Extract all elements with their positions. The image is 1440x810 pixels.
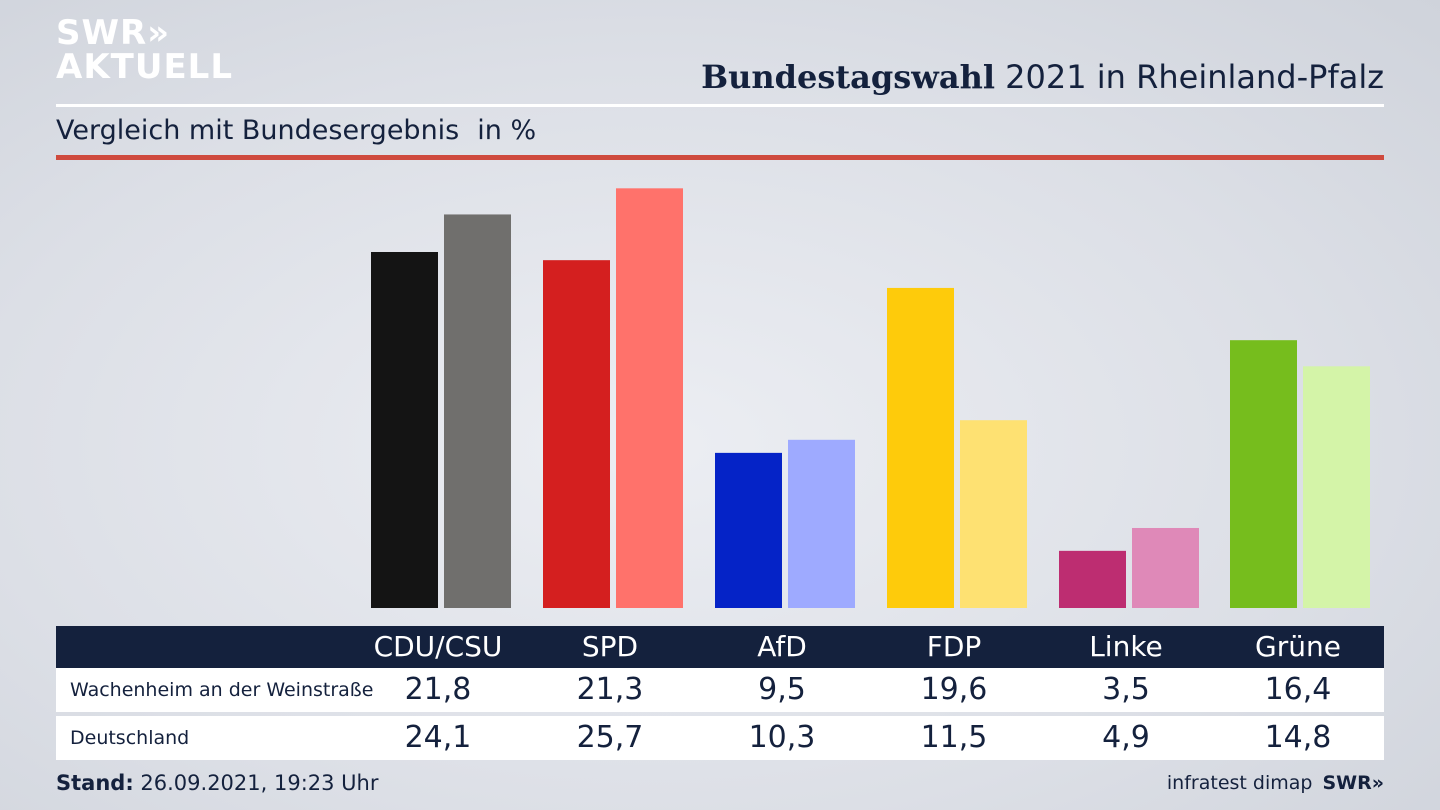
table-cell-value: 10,3	[748, 720, 816, 755]
row-label: Wachenheim an der Weinstraße	[70, 679, 374, 701]
column-header: CDU/CSU	[373, 630, 503, 663]
logo-line-1: SWR»	[56, 13, 171, 53]
timestamp-value: 26.09.2021, 19:23 Uhr	[133, 771, 379, 795]
table-header: CDU/CSU SPD AfD FDP Linke Grüne	[56, 626, 1384, 668]
logo-line-2: AKTUELL	[56, 47, 234, 87]
column-header: FDP	[926, 630, 982, 663]
source-credit: infratest dimap SWR»	[1167, 772, 1384, 794]
column-header: AfD	[757, 630, 807, 663]
row-label: Deutschland	[70, 727, 190, 749]
bar-afd-deutschland	[788, 439, 855, 608]
table-cell-value: 4,9	[1102, 720, 1150, 755]
timestamp: Stand: 26.09.2021, 19:23 Uhr	[56, 771, 379, 795]
timestamp-label: Stand:	[56, 771, 134, 795]
bar-fdp-wachenheim	[887, 287, 954, 608]
bar-cdu-csu-deutschland	[444, 214, 511, 608]
table-row-wachenheim: Wachenheim an der Weinstraße 21,8 21,3 9,5…	[56, 668, 1384, 712]
column-header: SPD	[581, 630, 639, 663]
table-row-deutschland: Deutschland 24,1 25,7 10,3 11,5 4,9 14,8	[56, 716, 1384, 760]
bar-gruene-wachenheim	[1230, 340, 1297, 608]
table-cell-value: 19,6	[920, 672, 988, 707]
bar-spd-wachenheim	[543, 260, 610, 608]
table-cell-value: 21,3	[576, 672, 644, 707]
swr-brand-logo: SWR»	[1322, 772, 1384, 794]
page-title-bold: Bundestagswahl	[701, 58, 995, 96]
results-table: CDU/CSU SPD AfD FDP Linke Grüne Wachenheim an…	[56, 626, 1384, 760]
table-cell-value: 21,8	[404, 672, 472, 707]
table-cell-value: 24,1	[404, 720, 472, 755]
subtitle-divider	[56, 155, 1384, 160]
title-divider	[56, 104, 1384, 107]
source-label: infratest dimap	[1166, 772, 1313, 794]
bar-linke-deutschland	[1132, 527, 1199, 608]
bar-cdu-csu-wachenheim	[371, 252, 438, 609]
bar-afd-wachenheim	[715, 452, 782, 608]
chart-subtitle: Vergleich mit Bundesergebnis in %	[56, 115, 536, 146]
table-cell-value: 9,5	[758, 672, 806, 707]
swr-aktuell-logo: SWR» AKTUELL	[56, 16, 233, 84]
bar-gruene-deutschland	[1303, 366, 1370, 608]
column-header: Linke	[1089, 630, 1163, 663]
table-cell-value: 14,8	[1264, 720, 1332, 755]
table-cell-value: 25,7	[576, 720, 644, 755]
table-cell-value: 3,5	[1102, 672, 1150, 707]
bar-spd-deutschland	[616, 188, 683, 608]
subtitle-text: Vergleich mit Bundesergebnis	[56, 115, 460, 146]
unit-label: in %	[477, 115, 537, 146]
column-header: Grüne	[1255, 630, 1341, 663]
bar-linke-wachenheim	[1059, 550, 1126, 608]
bar-fdp-deutschland	[960, 420, 1027, 608]
table-cell-value: 11,5	[920, 720, 988, 755]
page-title-rest: 2021 in Rheinland-Pfalz	[995, 58, 1384, 96]
bar-chart	[371, 188, 1370, 609]
page-title: Bundestagswahl 2021 in Rheinland-Pfalz	[701, 58, 1384, 96]
table-cell-value: 16,4	[1264, 672, 1332, 707]
